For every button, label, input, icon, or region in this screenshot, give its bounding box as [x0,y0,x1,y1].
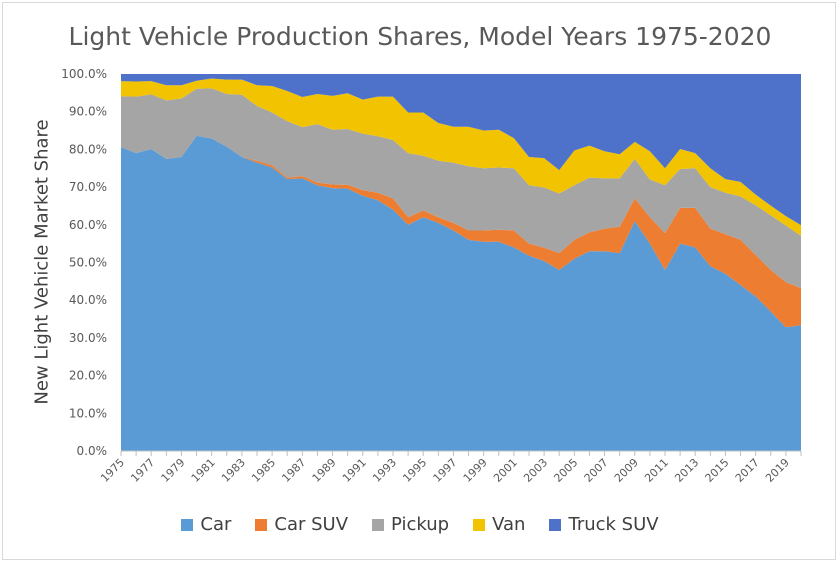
x-tick-label: 1999 [461,456,490,485]
x-tick-label: 1979 [159,456,188,485]
area-series-car-suv [121,135,801,328]
legend-label: Car [200,514,232,535]
y-tick-label: 100.0% [61,67,107,81]
legend-swatch [255,518,268,531]
x-tick-label: 1995 [400,456,429,485]
legend-swatch [549,518,562,531]
x-tick-label: 2001 [491,456,520,485]
x-tick-label: 2009 [612,456,641,485]
x-tick-label: 2017 [733,456,762,485]
legend-swatch [473,518,486,531]
x-tick-label: 2015 [703,456,732,485]
area-series-pickup [121,88,801,289]
x-tick-label: 1981 [189,456,218,485]
legend-label: Pickup [391,514,450,535]
y-tick-label: 50.0% [69,256,107,270]
x-axis: 1975 1977 1979 1981 1983 1985 1987 1989 1991 1993… [98,450,802,485]
legend: Car Car SUV Pickup Van Truck SUV [0,514,840,535]
legend-swatch [181,518,194,531]
legend-item-pickup: Pickup [372,514,449,535]
legend-label: Car SUV [274,514,349,535]
x-tick-label: 2005 [551,456,580,485]
x-tick-label: 2013 [672,456,701,485]
x-tick-label: 2003 [521,456,550,485]
y-axis: 0.0% 10.0% 20.0% 30.0% 40.0% 50.0% 60.0% 70.0% 8… [61,67,107,458]
y-tick-label: 10.0% [69,406,107,420]
y-tick-label: 0.0% [77,444,108,458]
x-tick-label: 2019 [763,456,792,485]
x-tick-label: 2007 [582,456,611,485]
y-tick-label: 30.0% [69,331,107,345]
area-series-van [121,78,801,236]
x-tick-label: 1997 [431,456,460,485]
area-series-truck-suv [121,74,801,226]
area-layers [121,74,801,451]
legend-item-car-suv: Car SUV [255,514,348,535]
y-tick-label: 40.0% [69,293,107,307]
area-series-car [121,135,801,451]
x-tick-label: 1983 [219,456,248,485]
legend-label: Truck SUV [568,514,659,535]
legend-label: Van [492,514,526,535]
legend-item-truck-suv: Truck SUV [549,514,659,535]
x-tick-label: 1985 [249,456,278,485]
y-tick-label: 80.0% [69,142,107,156]
x-tick-label: 2011 [642,456,671,485]
x-tick-label: 1993 [370,456,399,485]
x-tick-label: 1989 [310,456,339,485]
chart-title: Light Vehicle Production Shares, Model Y… [68,22,772,51]
legend-item-car: Car [181,514,231,535]
y-tick-label: 20.0% [69,369,107,383]
y-tick-label: 60.0% [69,218,107,232]
legend-swatch [372,518,385,531]
x-tick-label: 1975 [98,456,127,485]
x-tick-label: 1987 [279,456,308,485]
legend-item-van: Van [473,514,525,535]
y-tick-label: 70.0% [69,180,107,194]
y-tick-label: 90.0% [69,105,107,119]
x-tick-label: 1977 [128,456,157,485]
x-tick-label: 1991 [340,456,369,485]
